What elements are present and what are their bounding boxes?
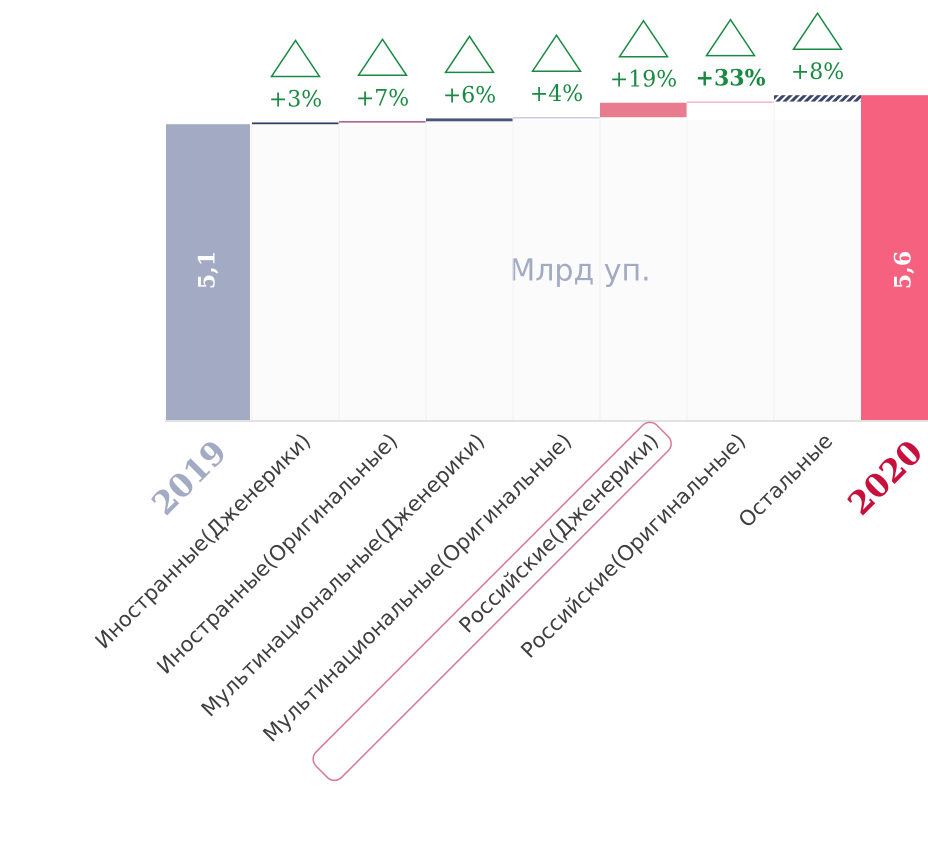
highlight-box — [312, 421, 672, 782]
bar — [513, 117, 600, 119]
x-tick-label: Остальные — [734, 429, 837, 532]
unit-label: Млрд уп. — [509, 254, 650, 289]
increase-icon — [270, 39, 321, 78]
highlight-frame — [312, 421, 672, 782]
bar — [861, 95, 928, 420]
increase-icon — [444, 35, 495, 74]
bar — [687, 101, 774, 103]
increase-icon — [357, 37, 408, 77]
bar — [252, 122, 339, 125]
value-label: 5,6 — [891, 251, 917, 289]
bar — [166, 124, 250, 420]
change-label: +6% — [443, 83, 496, 108]
change-label: +33% — [696, 66, 766, 92]
increase-icon — [792, 11, 843, 50]
bar — [426, 118, 513, 122]
year-label: 2020 — [840, 433, 928, 523]
value-label: 5,1 — [195, 251, 221, 289]
increase-icon — [618, 19, 669, 58]
bar — [774, 95, 861, 102]
change-label: +8% — [791, 60, 844, 85]
increase-icon — [531, 33, 582, 72]
increase-icon — [705, 18, 756, 57]
plot-panel — [250, 120, 861, 420]
bar — [339, 121, 426, 123]
change-label: +7% — [356, 86, 409, 111]
change-label: +4% — [530, 82, 583, 107]
change-label: +3% — [269, 87, 322, 112]
x-tick-label: Мультинациональные(Оригинальные) — [258, 429, 576, 747]
bar — [600, 102, 687, 118]
change-label: +19% — [610, 68, 677, 93]
